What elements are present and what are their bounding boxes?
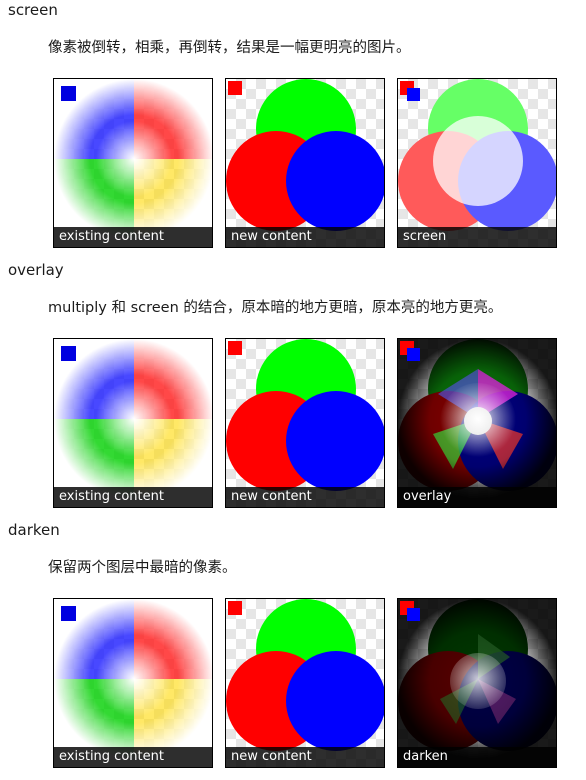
screen-result-image xyxy=(398,79,556,231)
existing-content-image xyxy=(54,79,212,247)
existing-content-figure: existing content xyxy=(53,78,213,248)
figure-caption: existing content xyxy=(54,227,212,247)
new-content-figure: new content xyxy=(225,338,385,508)
figure-caption: existing content xyxy=(54,487,212,507)
new-content-figure: new content xyxy=(225,78,385,248)
term-title: screen xyxy=(8,1,58,19)
term-title: darken xyxy=(8,521,60,539)
darken-result-image xyxy=(398,599,556,767)
new-content-image xyxy=(226,599,384,751)
screen-result-figure: screen xyxy=(397,78,557,248)
figure-caption: darken xyxy=(398,747,556,767)
existing-content-figure: existing content xyxy=(53,338,213,508)
figure-caption: existing content xyxy=(54,747,212,767)
existing-content-image xyxy=(54,339,212,507)
figure-caption: new content xyxy=(226,227,384,247)
new-content-figure: new content xyxy=(225,598,385,768)
figure-caption: new content xyxy=(226,747,384,767)
term-title: overlay xyxy=(8,261,64,279)
overlay-result-image xyxy=(398,339,556,507)
term-description: multiply 和 screen 的结合，原本暗的地方更暗，原本亮的地方更亮。 xyxy=(48,300,503,316)
term-description: 像素被倒转，相乘，再倒转，结果是一幅更明亮的图片。 xyxy=(48,40,411,56)
section-overlay: overlay multiply 和 screen 的结合，原本暗的地方更暗，原… xyxy=(0,260,586,520)
darken-result-figure: darken xyxy=(397,598,557,768)
existing-content-figure: existing content xyxy=(53,598,213,768)
new-content-image xyxy=(226,79,384,231)
overlay-result-figure: overlay xyxy=(397,338,557,508)
existing-content-image xyxy=(54,599,212,767)
figure-caption: new content xyxy=(226,487,384,507)
section-darken: darken 保留两个图层中最暗的像素。 existing content ne… xyxy=(0,520,586,780)
section-screen: screen 像素被倒转，相乘，再倒转，结果是一幅更明亮的图片。 existin… xyxy=(0,0,586,260)
figure-caption: overlay xyxy=(398,487,556,507)
new-content-image xyxy=(226,339,384,491)
figure-caption: screen xyxy=(398,227,556,247)
term-description: 保留两个图层中最暗的像素。 xyxy=(48,560,237,576)
